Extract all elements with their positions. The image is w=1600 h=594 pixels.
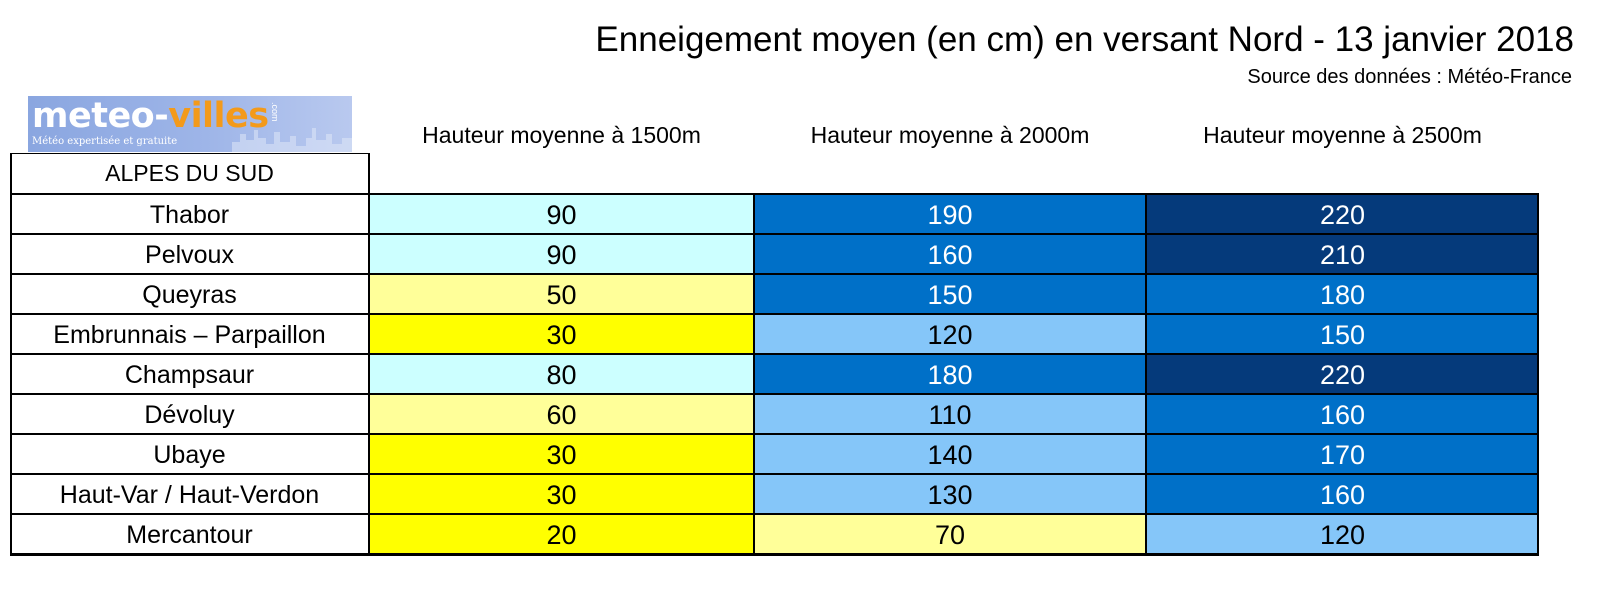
snow-depth-table: ALPES DU SUD Thabor 90 190 220 Pelvoux 90 160 2… [10, 153, 1539, 556]
logo-com-suffix: .com [270, 102, 280, 122]
cell-pelvoux-1500m: 90 [369, 235, 754, 275]
city-skyline-icon [232, 128, 352, 152]
cell-haut-var-haut-verdon-2000m: 130 [754, 475, 1146, 515]
cell-mercantour-2500m: 120 [1146, 515, 1539, 555]
column-header-2000m: Hauteur moyenne à 2000m [810, 122, 1090, 148]
row-label-haut-var-haut-verdon: Haut-Var / Haut-Verdon [59, 481, 320, 509]
logo-tagline: Météo expertisée et gratuite [32, 136, 178, 147]
cell-ubaye-2500m: 170 [1146, 435, 1539, 475]
cell-devoluy-2500m: 160 [1146, 395, 1539, 435]
meteo-villes-logo: meteo-villes .com Météo expertisée et gr… [28, 96, 352, 152]
column-header-2500m: Hauteur moyenne à 2500m [1203, 122, 1482, 148]
row-label-embrunnais-parpaillon: Embrunnais – Parpaillon [53, 321, 326, 349]
row-label-pelvoux: Pelvoux [145, 241, 234, 269]
cell-thabor-2000m: 190 [754, 195, 1146, 235]
cell-haut-var-haut-verdon-2500m: 160 [1146, 475, 1539, 515]
row-label-devoluy: Dévoluy [144, 401, 235, 429]
row-label-mercantour: Mercantour [126, 521, 253, 549]
cell-embrunnais-parpaillon-2500m: 150 [1146, 315, 1539, 355]
cell-queyras-2000m: 150 [754, 275, 1146, 315]
cell-queyras-1500m: 50 [369, 275, 754, 315]
chart-title: Enneigement moyen (en cm) en versant Nor… [595, 20, 1574, 59]
row-label-queyras: Queyras [142, 281, 237, 309]
row-label-champsaur: Champsaur [124, 361, 255, 389]
logo-wordmark: meteo-villes [32, 96, 269, 136]
cell-ubaye-2000m: 140 [754, 435, 1146, 475]
cell-mercantour-1500m: 20 [369, 515, 754, 555]
cell-queyras-2500m: 180 [1146, 275, 1539, 315]
cell-pelvoux-2000m: 160 [754, 235, 1146, 275]
cell-embrunnais-parpaillon-2000m: 120 [754, 315, 1146, 355]
cell-thabor-1500m: 90 [369, 195, 754, 235]
cell-thabor-2500m: 220 [1146, 195, 1539, 235]
cell-devoluy-2000m: 110 [754, 395, 1146, 435]
cell-champsaur-1500m: 80 [369, 355, 754, 395]
cell-champsaur-2000m: 180 [754, 355, 1146, 395]
cell-devoluy-1500m: 60 [369, 395, 754, 435]
cell-embrunnais-parpaillon-1500m: 30 [369, 315, 754, 355]
row-label-ubaye: Ubaye [153, 441, 226, 469]
cell-pelvoux-2500m: 210 [1146, 235, 1539, 275]
column-header-1500m: Hauteur moyenne à 1500m [422, 122, 701, 148]
cell-champsaur-2500m: 220 [1146, 355, 1539, 395]
chart-source: Source des données : Météo-France [1247, 66, 1572, 88]
cell-ubaye-1500m: 30 [369, 435, 754, 475]
cell-haut-var-haut-verdon-1500m: 30 [369, 475, 754, 515]
cell-mercantour-2000m: 70 [754, 515, 1146, 555]
row-label-thabor: Thabor [149, 201, 230, 229]
region-label: ALPES DU SUD [105, 160, 274, 186]
